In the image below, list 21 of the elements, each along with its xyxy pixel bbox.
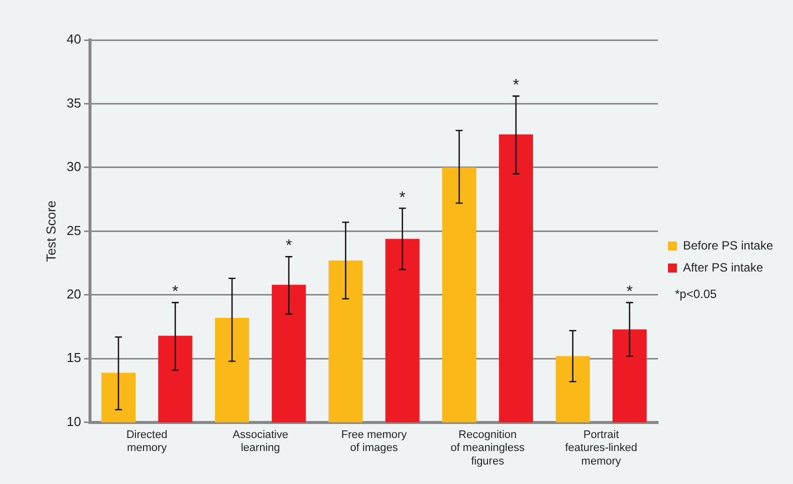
y-tick-label: 40	[66, 32, 82, 47]
y-tick-label: 35	[66, 95, 82, 110]
annotation: *	[626, 284, 633, 301]
annotation: *	[286, 238, 292, 255]
y-tick-label: 10	[66, 414, 82, 429]
legend-label: After PS intake	[682, 260, 764, 274]
x-tick-label: Free memory of images	[341, 429, 408, 454]
x-tick-label: Directed memory	[126, 429, 168, 454]
y-tick-label: 25	[66, 222, 82, 238]
x-tick-label: Portrait features-linked memory	[565, 429, 638, 468]
x-tick-label: Associative learning	[232, 429, 288, 454]
legend-label: Before PS intake	[682, 238, 774, 252]
text: *p<0.05	[675, 287, 717, 301]
y-tick-label: 20	[66, 286, 82, 302]
y-tick-label: 30	[66, 159, 82, 174]
annotation: *	[399, 189, 406, 206]
annotation: *	[172, 284, 178, 301]
y-tick-label: 15	[66, 350, 82, 366]
annotation: *	[512, 77, 520, 94]
y-axis-title: Test Score	[43, 200, 58, 262]
x-tick-label: Recognition of meaningless figures	[450, 429, 526, 468]
